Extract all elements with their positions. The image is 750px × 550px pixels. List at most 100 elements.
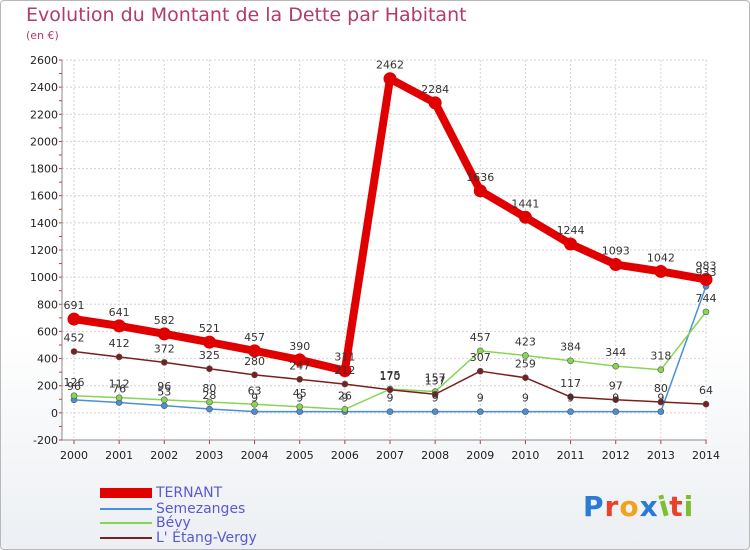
data-label: 9 xyxy=(522,392,529,405)
data-point xyxy=(251,408,258,415)
data-label: 96 xyxy=(157,380,171,393)
data-label: 259 xyxy=(515,358,536,371)
x-tick-label: 2006 xyxy=(331,449,359,462)
data-point xyxy=(115,394,123,401)
data-label: 9 xyxy=(612,392,619,405)
data-point xyxy=(476,408,484,415)
data-label: 457 xyxy=(470,331,491,344)
data-label: 1244 xyxy=(557,224,585,237)
data-label: 1441 xyxy=(511,197,539,210)
data-label: 325 xyxy=(199,349,220,362)
data-point xyxy=(157,327,171,341)
data-point xyxy=(251,401,258,408)
data-point xyxy=(206,405,213,413)
data-label: 9 xyxy=(567,392,574,405)
data-label: 97 xyxy=(609,380,623,393)
chart-title: Evolution du Montant de la Dette par Hab… xyxy=(26,4,467,26)
data-label: 117 xyxy=(560,377,581,390)
y-tick-label: 200 xyxy=(37,380,58,393)
data-point xyxy=(206,365,213,373)
legend-item: Semezanges xyxy=(100,501,245,517)
data-point xyxy=(248,344,262,358)
y-tick-label: 2200 xyxy=(30,108,58,121)
data-point xyxy=(251,371,258,379)
data-label: 80 xyxy=(654,382,668,395)
data-label: 9 xyxy=(657,392,664,405)
data-label: 1636 xyxy=(466,171,494,184)
data-point xyxy=(522,374,529,382)
data-point xyxy=(699,272,713,286)
data-label: 9 xyxy=(296,392,303,405)
legend-item: TERNANT xyxy=(100,485,222,501)
data-point xyxy=(657,366,665,374)
x-tick-label: 2013 xyxy=(647,449,675,462)
legend-label: TERNANT xyxy=(156,485,223,501)
data-point xyxy=(612,408,620,415)
data-point xyxy=(654,264,668,278)
data-point xyxy=(567,408,574,415)
data-point xyxy=(657,398,665,406)
y-tick-label: 2600 xyxy=(30,54,58,67)
data-point xyxy=(67,312,81,326)
legend-swatch xyxy=(100,522,152,524)
y-tick-label: 1600 xyxy=(30,190,58,203)
y-tick-label: -200 xyxy=(33,434,58,447)
data-point xyxy=(612,396,620,403)
legend-swatch xyxy=(100,537,152,539)
y-tick-label: 1000 xyxy=(30,271,58,284)
data-label: 112 xyxy=(109,378,130,391)
data-label: 582 xyxy=(154,314,175,327)
data-point xyxy=(296,376,304,383)
data-label: 96 xyxy=(67,380,81,393)
data-label: 45 xyxy=(293,387,307,400)
y-tick-label: 1400 xyxy=(30,217,58,230)
data-label: 933 xyxy=(696,266,717,279)
x-tick-label: 2005 xyxy=(286,449,314,462)
y-tick-label: 1200 xyxy=(30,244,58,257)
chart-subtitle: (en €) xyxy=(26,29,59,42)
x-tick-label: 2001 xyxy=(105,449,133,462)
legend-item: L' Étang-Vergy xyxy=(100,530,257,546)
data-label: 691 xyxy=(64,299,85,312)
legend-swatch xyxy=(100,488,152,498)
x-tick-label: 2008 xyxy=(421,449,449,462)
data-label: 26 xyxy=(338,389,352,402)
data-point xyxy=(612,362,620,370)
x-tick-label: 2010 xyxy=(511,449,539,462)
data-label: 126 xyxy=(64,376,85,389)
data-label: 521 xyxy=(199,322,220,335)
data-point xyxy=(386,386,394,394)
data-label: 390 xyxy=(289,340,310,353)
data-label: 157 xyxy=(425,372,446,385)
data-label: 344 xyxy=(605,346,626,359)
data-label: 9 xyxy=(251,392,258,405)
data-point xyxy=(383,72,397,86)
data-point xyxy=(296,403,304,411)
data-point xyxy=(564,237,578,251)
data-label: 2284 xyxy=(421,83,449,96)
x-tick-label: 2007 xyxy=(376,449,404,462)
data-label: 452 xyxy=(64,332,85,345)
proxiti-logo: Proxiti xyxy=(583,489,695,524)
data-label: 311 xyxy=(334,351,355,364)
data-point xyxy=(341,380,349,388)
data-label: 9 xyxy=(341,392,348,405)
data-point xyxy=(112,319,126,333)
data-label: 983 xyxy=(696,259,717,272)
data-label: 9 xyxy=(477,392,484,405)
data-label: 175 xyxy=(380,369,401,382)
data-point xyxy=(338,364,352,378)
data-point xyxy=(476,367,484,375)
legend-label: Semezanges xyxy=(156,501,246,517)
data-point xyxy=(702,308,710,316)
legend-swatch xyxy=(100,508,152,510)
data-point xyxy=(476,347,484,355)
data-point xyxy=(70,348,78,355)
y-tick-label: 2400 xyxy=(30,81,58,94)
legend-item: Bévy xyxy=(100,515,191,531)
data-label: 212 xyxy=(334,364,355,377)
data-label: 170 xyxy=(380,370,401,383)
data-point xyxy=(341,406,349,413)
data-label: 457 xyxy=(244,331,265,344)
